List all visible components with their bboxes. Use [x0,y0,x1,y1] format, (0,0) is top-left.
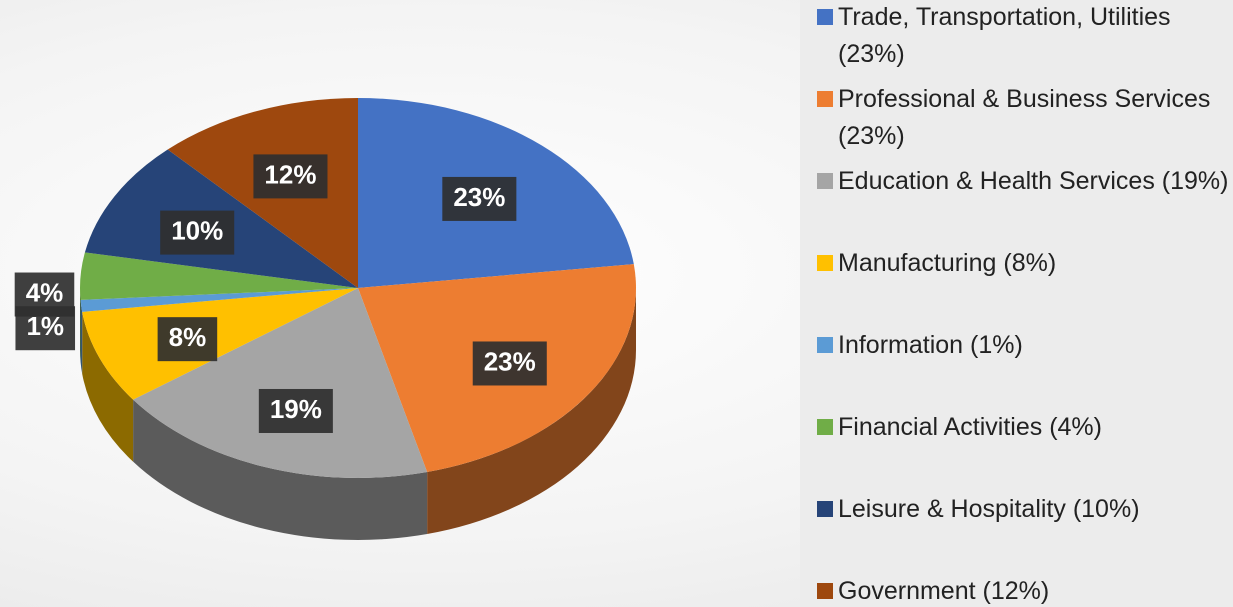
legend-entry: Leisure & Hospitality (10%) [814,491,1233,528]
legend-swatch [817,501,833,517]
data-label-text: 23% [453,182,505,212]
legend-label: Trade, Transportation, Utilities (23%) [838,3,1171,68]
data-label-text: 19% [270,394,322,424]
data-label-box [442,176,517,221]
slice-side [82,311,134,462]
legend-swatch [817,9,833,25]
legend-label: Leisure & Hospitality (10%) [838,495,1140,523]
data-label-box [258,388,333,433]
legend-label: Education & Health Services (19%) [838,167,1229,195]
legend-entry: Financial Activities (4%) [814,409,1233,446]
legend-swatch [817,337,833,353]
slice-side [427,288,636,535]
slice-side [80,288,81,362]
data-label: 19% [258,388,333,433]
slice-side [80,299,83,374]
slice [80,288,358,312]
legend-label: Financial Activities (4%) [838,413,1102,441]
data-label: 4% [14,272,75,317]
legend-label: Government (12%) [838,577,1050,605]
slice [80,252,358,300]
data-label: 10% [160,210,235,255]
legend-entry: Professional & Business Services (23%) [814,81,1233,155]
data-label-text: 23% [484,346,536,376]
legend-swatch [817,91,833,107]
slice [133,288,428,478]
legend-label: Information (1%) [838,331,1023,359]
legend-entry: Information (1%) [814,327,1233,364]
data-label-box [253,154,328,199]
legend-entry: Education & Health Services (19%) [814,163,1233,200]
legend-label: Manufacturing (8%) [838,249,1057,277]
legend-label: Professional & Business Services (23%) [838,85,1211,150]
data-label-text: 12% [264,159,316,189]
legend-entry: Government (12%) [814,573,1233,607]
legend-swatch [817,173,833,189]
slice-side [133,399,428,541]
legend-entry: Trade, Transportation, Utilities (23%) [814,0,1233,73]
legend-swatch [817,255,833,271]
data-label-box [14,272,75,317]
data-label: 23% [442,176,517,221]
legend-swatch [817,583,833,599]
data-label-box [160,210,235,255]
data-label-box [472,341,547,386]
legend: Trade, Transportation, Utilities (23%) Pr… [800,0,1233,607]
data-label-text: 4% [26,277,64,307]
data-label-text: 10% [171,215,223,245]
legend-entry: Manufacturing (8%) [814,245,1233,282]
legend-swatch [817,419,833,435]
data-label: 23% [472,341,547,386]
data-label: 8% [157,317,218,362]
data-label: 12% [253,154,328,199]
pie-area: 23%23%19%8%1%4%10%12% [14,98,636,541]
data-label-text: 8% [169,322,207,352]
slice [82,288,359,400]
data-label-box [157,317,218,362]
